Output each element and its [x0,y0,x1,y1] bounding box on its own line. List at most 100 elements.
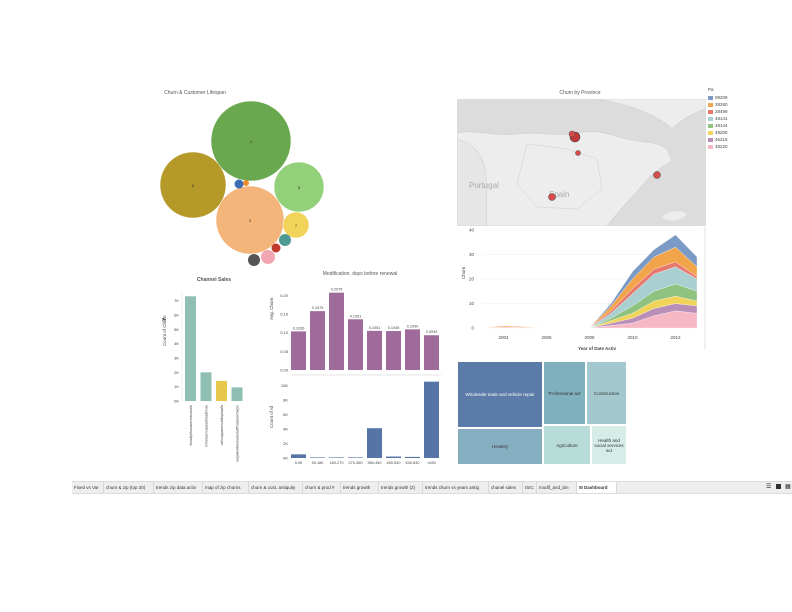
channel-y-axis: 0K 1K 2K 3K 4K 5K 6K 7K [174,298,179,403]
tab-churn-prod[interactable]: churn & prod # [303,482,341,493]
area-layers[interactable] [481,234,698,329]
legend-item[interactable]: 48141 [708,116,728,122]
bubble-small-orange[interactable] [243,180,249,186]
legend-item[interactable]: 28260 [708,102,728,108]
modif-top-data-label: 0,0933 [426,330,438,334]
modif-top-bar[interactable] [329,292,344,370]
churn-area-chart[interactable]: 0 10 20 30 40 2004 2006 2008 2010 2012 Churn Yea… [457,227,707,352]
tab-isic[interactable]: ISIC [523,482,537,493]
tab-map-of-zip-churns[interactable]: map of zip churns [203,482,249,493]
modif-top-bar[interactable] [348,319,363,370]
modif-x-axis: 0-90 90-180 180-270 270-360 360-450 450-540 54… [295,461,436,465]
legend-item[interactable]: 46216 [708,137,728,143]
modif-top-bar[interactable] [386,331,401,370]
modif-top-bar[interactable] [367,330,382,370]
modif-bottom-bar[interactable] [367,428,382,458]
channel-bar[interactable] [216,380,227,401]
channel-bars[interactable] [185,296,243,401]
modif-bottom-bar[interactable] [329,457,344,458]
map-title: Churn by Province [559,90,601,96]
legend-item[interactable]: 48220 [708,144,728,150]
channel-x-tick: usilxuppasemubllopkaafa [220,405,224,445]
bubble-7[interactable]: 7 [282,211,310,239]
tab-trends-churn-vs-years[interactable]: trends churn vs years antig [423,482,489,493]
tab-dashboard[interactable]: ⊞ Dashboard [577,482,617,493]
treemap-cell[interactable]: Wholesale trade and vehicle repair [457,361,543,428]
channel-x-axis: foosdfpfkusacimwkcsosbi lmkebamcaaclubfxa… [189,405,240,462]
filter-icon[interactable]: ⧩ [162,317,168,322]
bubble-small-dark[interactable] [248,254,260,266]
bubble-small-blue[interactable] [234,179,244,189]
tab-churn-zip-top20[interactable]: churn & zip (top 20) [104,482,154,493]
list-view-icon[interactable]: ☰ [766,484,772,490]
tab-chanel-sales[interactable]: chanel sales [489,482,523,493]
channel-y-tick: 6K [174,312,179,317]
modif-top-bars[interactable] [291,292,439,370]
bubble-small-pink[interactable] [261,250,275,264]
modif-top-bar[interactable] [310,311,325,370]
modif-bottom-bar[interactable] [405,456,420,458]
bubble-3[interactable]: 3 [215,185,285,255]
modif-bottom-bar[interactable] [291,454,306,458]
legend-item[interactable]: 48144 [708,123,728,129]
modification-chart[interactable]: Avg. Churn Count of Id 0,000,050,100,150… [265,280,445,470]
legend-item[interactable]: 08209 [708,95,728,101]
bubble-chart-title: Churn & Customer Lifespan [164,90,226,96]
channel-bar[interactable] [231,387,243,401]
treemap-cell[interactable]: Construction [586,361,627,425]
churn-map[interactable]: Portugal Spain [457,99,706,226]
tab-trends-growth-2[interactable]: trends growth (2) [379,482,423,493]
treemap-cell[interactable]: Professional act [543,361,586,425]
tab-churn-cust-antiquity[interactable]: churn & cust. antiquity [249,482,303,493]
modif-bottom-bar[interactable] [424,381,439,458]
filmstrip-view-icon[interactable]: ▦ [785,484,791,490]
legend-item[interactable]: 48200 [708,130,728,136]
area-series-08209[interactable] [481,234,698,329]
tab-trends-zip-data-activ[interactable]: trends zip data activ [154,482,203,493]
bubble-2[interactable]: 2 [210,100,292,182]
modif-x-tick: 360-450 [368,461,382,465]
treemap-cell[interactable]: Hostelry [457,428,543,465]
modification-title: Modification, days before renewal [322,271,398,277]
grid-view-icon[interactable] [776,484,781,489]
svg-text:7: 7 [295,223,298,228]
tab-fixed-vs-var[interactable]: Fixed vs Var [72,482,104,493]
modif-bottom-y-axis-title: Count of Id [269,405,274,428]
modif-top-data-label: 0,1045 [388,326,400,330]
channel-sales-chart[interactable]: Count of Churn ⧩ 0K 1K 2K 3K 4K 5K 6K 7K foosdf… [155,284,255,469]
modif-top-y-axis-title: Avg. Churn [269,297,274,320]
modif-bottom-bars[interactable] [291,381,439,458]
map-label-spain: Spain [549,190,569,199]
modif-bottom-bar[interactable] [348,457,363,458]
map-label-portugal: Portugal [469,181,499,190]
map-point[interactable] [568,130,576,138]
channel-bar[interactable] [185,296,196,401]
modif-bottom-y-tick: 4K [283,426,288,431]
bubble-small-teal[interactable] [279,234,291,246]
modif-top-y-tick: 0,10 [280,330,289,335]
modif-top-bar[interactable] [291,331,306,370]
map-point[interactable] [575,150,581,156]
modif-bottom-bar[interactable] [310,457,325,458]
sheet-tab-bar: Fixed vs Var churn & zip (top 20) trends… [72,481,792,494]
treemap-cell[interactable]: Health and social services act [591,425,627,465]
bubble-small-red[interactable] [271,243,281,253]
map-point[interactable] [548,193,556,201]
tab-modif-and-bin[interactable]: modif_and_bin [537,482,577,493]
modif-top-bar[interactable] [405,329,420,370]
modif-top-y-axis: 0,00 0,05 0,10 0,15 0,20 [280,293,289,373]
treemap-cell[interactable]: Agriculture [543,425,591,465]
modif-x-tick: >630 [427,461,436,465]
area-y-tick: 40 [469,228,475,233]
modif-bottom-y-tick: 8K [283,397,288,402]
channel-bar[interactable] [200,372,212,401]
modif-top-bar[interactable] [424,335,439,370]
bubble-6[interactable]: 6 [159,151,227,219]
tab-trends-growth[interactable]: trends growth [341,482,379,493]
map-point[interactable] [653,171,661,179]
bubble-chart[interactable]: 2 6 5 3 7 [150,98,340,273]
modif-bottom-bar[interactable] [386,456,401,458]
bubble-5[interactable]: 5 [273,161,325,213]
channel-y-tick: 2K [174,370,179,375]
legend-item[interactable]: 28499 [708,109,728,115]
